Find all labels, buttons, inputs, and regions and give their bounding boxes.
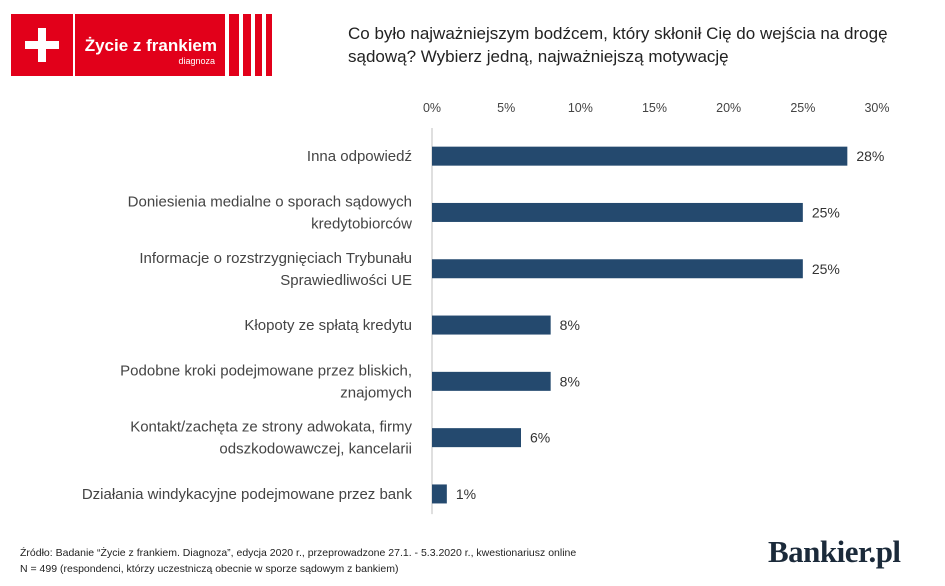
value-label: 25% [812,204,840,220]
logo-stripe [243,14,251,76]
category-label: Kontakt/zachęta ze strony adwokata, firm… [130,419,412,436]
category-label: Kłopoty ze spłatą kredytu [244,317,412,334]
x-tick-label: 25% [790,101,815,115]
bankier-logo: Bankier.pl [768,534,901,569]
x-tick-label: 30% [864,101,889,115]
x-tick-label: 15% [642,101,667,115]
category-label: kredytobiorców [311,215,412,232]
bar [432,202,803,222]
category-label: Doniesienia medialne o sporach sądowych [128,193,412,210]
bar [432,315,551,335]
logo-flag [11,14,73,76]
value-label: 25% [812,261,840,277]
category-label: Podobne kroki podejmowane przez bliskich… [120,362,412,379]
chart-title: Co było najważniejszym bodźcem, który sk… [348,24,888,66]
category-label: Informacje o rozstrzygnięciach Trybunału [139,250,412,267]
category-label: Działania windykacyjne podejmowane przez… [82,486,413,503]
bar [432,428,521,448]
logo-panel: Życie z frankiem diagnoza [75,14,225,76]
value-label: 28% [856,148,884,164]
x-tick-label: 0% [423,101,441,115]
logo-stripe [229,14,239,76]
bar [432,259,803,279]
logo-title: Życie z frankiem [84,36,217,55]
value-label: 1% [456,486,476,502]
bar [432,484,447,504]
x-tick-label: 10% [568,101,593,115]
source-note: Źródło: Badanie “Życie z frankiem. Diagn… [20,547,577,559]
x-tick-label: 20% [716,101,741,115]
value-label: 8% [560,317,580,333]
sample-note: N = 499 (respondenci, którzy uczestniczą… [20,563,399,575]
category-label: odszkodowawczej, kancelarii [219,441,412,458]
value-label: 6% [530,430,550,446]
x-tick-label: 5% [497,101,515,115]
category-label: Sprawiedliwości UE [280,272,412,289]
category-label: znajomych [340,384,412,401]
logo-subtitle: diagnoza [178,56,215,66]
logo-stripe [266,14,272,76]
bar [432,146,848,166]
value-label: 8% [560,373,580,389]
logo-stripe [255,14,262,76]
category-label: Inna odpowiedź [307,148,412,165]
bar [432,371,551,391]
